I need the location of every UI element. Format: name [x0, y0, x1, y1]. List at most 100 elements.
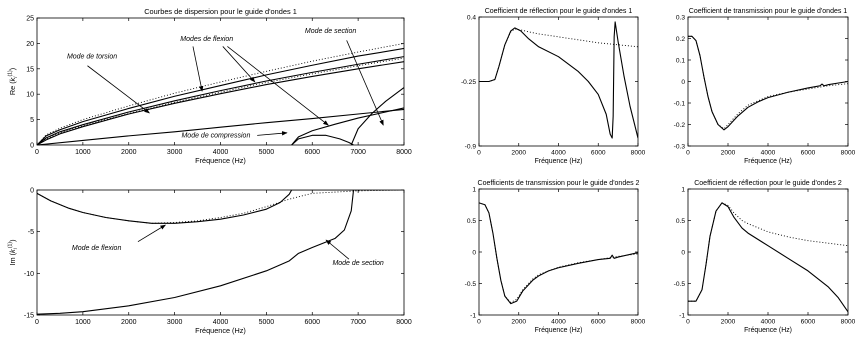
- x-axis-label: Fréquence (Hz): [535, 327, 583, 334]
- x-tick-label: 8000: [396, 319, 412, 326]
- x-tick-label: 7000: [350, 319, 366, 326]
- series-line-1: [37, 61, 404, 145]
- x-tick-label: 8000: [841, 150, 856, 157]
- y-tick-label: 0: [30, 142, 34, 149]
- x-axis-label: Fréquence (Hz): [195, 326, 246, 335]
- chart-title: Coefficient de réflection pour le guide …: [694, 180, 842, 187]
- y-tick-label: 0.2: [676, 36, 685, 43]
- x-tick-label: 0: [477, 150, 481, 157]
- x-tick-label: 0: [35, 149, 39, 156]
- x-tick-label: 3000: [167, 319, 183, 326]
- annotation-arrow: [87, 65, 150, 114]
- annotation-label: Mode de section: [332, 260, 383, 267]
- x-tick-label: 6000: [591, 150, 606, 157]
- x-tick-label: 1000: [75, 319, 91, 326]
- y-axis-label: Im (ki(1)): [8, 239, 19, 265]
- x-tick-label: 2000: [511, 150, 526, 157]
- x-tick-label: 7000: [350, 149, 366, 156]
- y-tick-label: 0: [681, 249, 685, 256]
- annotation-arrow: [192, 46, 204, 92]
- y-tick-label: 0: [681, 79, 685, 86]
- x-tick-label: 6000: [801, 150, 816, 157]
- x-tick-label: 0: [35, 319, 39, 326]
- chart-title: Coefficients de transmission pour le gui…: [478, 180, 640, 187]
- plot-frame: [478, 188, 639, 316]
- series-line-5: [37, 57, 404, 145]
- plot-frame: [687, 188, 849, 316]
- annotation-arrow: [137, 224, 166, 243]
- series-line-1: [479, 202, 638, 305]
- x-tick-label: 8000: [631, 150, 646, 157]
- series-line-9: [350, 87, 404, 145]
- chart-dispersion-real: 0 1000 2000 3000 4000 5000 6000 7000 8000 0 5 10 15 2…: [8, 7, 412, 165]
- annotation-label: Mode de torsion: [67, 54, 117, 61]
- series-line-3: [37, 47, 404, 145]
- series-line-2: [37, 56, 404, 145]
- x-tick-label: 2000: [721, 319, 736, 326]
- x-tick-label: 0: [686, 150, 690, 157]
- x-tick-label: 6000: [304, 149, 320, 156]
- x-tick-label: 4000: [761, 319, 776, 326]
- x-tick-label: 6000: [801, 319, 816, 326]
- x-tick-label: 2000: [121, 149, 137, 156]
- y-tick-label: -0.9: [465, 143, 477, 150]
- y-tick-label: 1: [472, 186, 476, 193]
- y-tick-label: 5: [30, 117, 34, 124]
- y-tick-label: 0.3: [676, 14, 685, 21]
- series-line-1: [688, 35, 848, 131]
- y-axis-label: Re (ki(1)): [8, 68, 19, 95]
- x-tick-label: 4000: [761, 150, 776, 157]
- x-tick-label: 6000: [304, 319, 320, 326]
- y-tick-label: 0.5: [676, 218, 685, 225]
- annotation-label: Modes de flexion: [180, 36, 233, 43]
- y-tick-label: 0.5: [467, 218, 476, 225]
- series-line-3: [37, 190, 404, 315]
- x-tick-label: 0: [477, 319, 481, 326]
- y-tick-label: 20: [26, 41, 34, 48]
- y-tick-label: 15: [26, 66, 34, 73]
- x-tick-label: 3000: [167, 149, 183, 156]
- annotation-arrow: [222, 46, 256, 83]
- y-tick-label: -1: [470, 312, 476, 319]
- annotation-arrow: [227, 46, 329, 126]
- y-tick-label: -1: [679, 312, 685, 319]
- y-tick-label: -0.3: [674, 143, 686, 150]
- x-tick-label: 8000: [841, 319, 856, 326]
- chart-reflection-2: 0 2000 4000 6000 8000 -1 -0.5 0 0.5 1 Coefficient …: [674, 180, 856, 334]
- series-line-2: [37, 190, 404, 224]
- x-tick-label: 5000: [259, 149, 275, 156]
- y-tick-label: -0.1: [674, 100, 686, 107]
- series-line-7: [291, 107, 404, 145]
- x-tick-label: 6000: [591, 319, 606, 326]
- y-tick-label: -0.25: [461, 79, 476, 86]
- y-tick-label: 0: [30, 187, 34, 194]
- plot-frame: [687, 16, 849, 147]
- chart-dispersion-imag: 0 1000 2000 3000 4000 5000 6000 7000 8000 -15 -10 -…: [8, 187, 412, 335]
- chart-transmission-2: 0 2000 4000 6000 8000 -1 -0.5 0 0.5 1Coefficients…: [465, 180, 646, 334]
- series-line-8: [291, 134, 354, 145]
- chart-transmission-1: 0 2000 4000 6000 8000 -0.3 -0.2 -0.1 0 0.1 0.2 0.3 C…: [674, 8, 856, 165]
- y-tick-label: 25: [26, 15, 34, 22]
- x-tick-label: 4000: [213, 319, 229, 326]
- annotation-arrow: [325, 239, 350, 260]
- x-tick-label: 1000: [75, 149, 91, 156]
- x-tick-label: 5000: [259, 319, 275, 326]
- chart-reflection-1: 0 2000 4000 6000 8000 -0.9 -0.25 0.4 Coefficient…: [461, 8, 646, 165]
- series-line-1: [688, 202, 848, 313]
- series-line-2: [688, 35, 848, 130]
- series-line-2: [688, 202, 848, 302]
- x-tick-label: 8000: [396, 149, 412, 156]
- x-tick-label: 4000: [551, 150, 566, 157]
- y-tick-label: 0.4: [467, 14, 476, 21]
- annotation-arrow: [257, 131, 288, 136]
- y-tick-label: -15: [24, 312, 34, 319]
- x-tick-label: 4000: [551, 319, 566, 326]
- x-axis-label: Fréquence (Hz): [744, 327, 792, 334]
- x-axis-label: Fréquence (Hz): [195, 156, 246, 165]
- x-tick-label: 2000: [121, 319, 137, 326]
- annotation-label: Mode de compression: [181, 132, 250, 139]
- y-tick-label: -0.2: [674, 122, 686, 129]
- plot-frame: [36, 189, 405, 316]
- annotation-label: Mode de flexion: [72, 245, 122, 252]
